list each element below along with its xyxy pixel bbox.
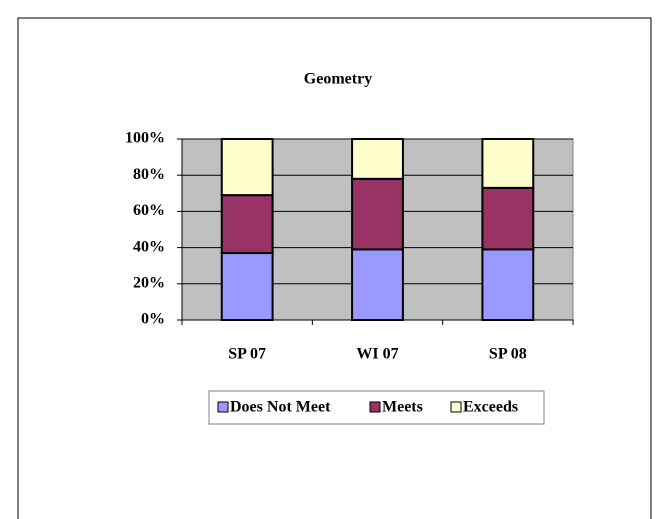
x-tick-label: WI 07 — [356, 346, 398, 363]
y-tick-label: 0% — [141, 311, 165, 328]
y-tick-label: 100% — [125, 130, 165, 147]
bar-segment — [220, 252, 274, 321]
legend-label: Meets — [382, 399, 423, 416]
legend-label: Exceeds — [463, 399, 518, 416]
y-tick-label: 80% — [133, 166, 165, 183]
bar-segment — [351, 248, 404, 321]
bar-segment — [351, 177, 404, 251]
bar-segment — [481, 186, 535, 251]
bar-segment — [481, 138, 535, 189]
bar-segment — [351, 138, 404, 180]
bar-segment — [481, 248, 535, 321]
chart-frame — [17, 17, 652, 519]
legend-swatch — [369, 401, 381, 413]
legend-swatch — [450, 401, 462, 413]
legend-swatch — [217, 401, 229, 413]
x-tick-label: SP 07 — [228, 346, 266, 363]
chart-title: Geometry — [304, 71, 372, 88]
y-tick-label: 20% — [133, 274, 165, 291]
y-tick-label: 40% — [133, 238, 165, 255]
bar-segment — [220, 194, 274, 255]
legend-label: Does Not Meet — [230, 399, 331, 416]
x-tick-label: SP 08 — [489, 346, 527, 363]
bar-segment — [220, 138, 274, 197]
y-tick-label: 60% — [133, 202, 165, 219]
